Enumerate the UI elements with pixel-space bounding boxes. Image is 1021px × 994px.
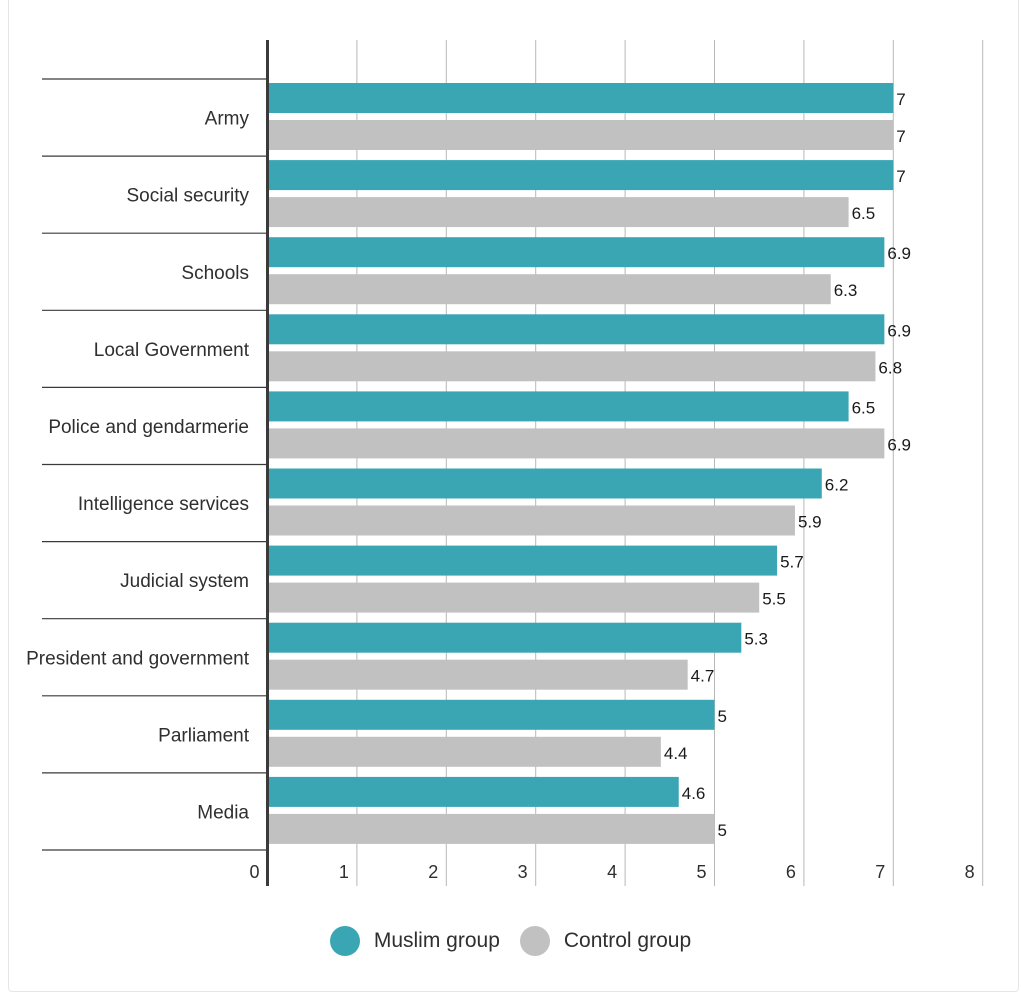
category-label-schools: Schools bbox=[181, 263, 249, 284]
category-label-parliament: Parliament bbox=[158, 725, 250, 746]
value-label-control-group-media: 5 bbox=[718, 821, 727, 840]
bar-control-group-local-government bbox=[267, 351, 876, 382]
bar-muslim-group-president-and-government bbox=[267, 622, 742, 653]
category-label-army: Army bbox=[205, 109, 250, 130]
bar-muslim-group-local-government bbox=[267, 314, 885, 345]
x-tick-label-6: 6 bbox=[786, 862, 796, 882]
value-label-control-group-army: 7 bbox=[896, 127, 905, 146]
value-label-muslim-group-president-and-government: 5.3 bbox=[744, 630, 768, 649]
legend-label-control-group: Control group bbox=[563, 929, 692, 952]
legend-label-muslim-group: Muslim group bbox=[373, 929, 500, 952]
bar-control-group-media bbox=[267, 813, 715, 844]
value-label-muslim-group-intelligence-services: 6.2 bbox=[825, 476, 849, 495]
bar-muslim-group-army bbox=[267, 83, 894, 113]
bar-muslim-group-social-security bbox=[267, 160, 894, 191]
x-tick-label-8: 8 bbox=[965, 862, 975, 882]
legend-swatch-control-group bbox=[519, 926, 550, 956]
bar-muslim-group-media bbox=[267, 776, 679, 807]
category-label-judicial-system: Judicial system bbox=[120, 571, 249, 592]
bar-control-group-judicial-system bbox=[267, 582, 760, 613]
value-label-control-group-police-and-gendarmerie: 6.9 bbox=[887, 435, 911, 454]
bar-muslim-group-intelligence-services bbox=[267, 468, 822, 499]
value-label-control-group-parliament: 4.4 bbox=[664, 744, 688, 763]
category-label-media: Media bbox=[197, 802, 249, 823]
bar-muslim-group-judicial-system bbox=[267, 545, 778, 576]
x-tick-label-1: 1 bbox=[339, 862, 349, 882]
x-tick-label-3: 3 bbox=[518, 862, 528, 882]
x-tick-label-2: 2 bbox=[428, 862, 438, 882]
x-tick-label-4: 4 bbox=[607, 862, 617, 882]
legend-item-muslim-group[interactable]: Muslim group bbox=[329, 926, 500, 956]
legend-swatch-muslim-group bbox=[329, 926, 360, 956]
value-label-control-group-local-government: 6.8 bbox=[878, 358, 902, 377]
x-tick-label-7: 7 bbox=[875, 862, 885, 882]
value-label-muslim-group-army: 7 bbox=[896, 90, 905, 109]
chart-frame bbox=[8, 0, 1019, 992]
bar-muslim-group-parliament bbox=[267, 699, 715, 730]
value-label-control-group-schools: 6.3 bbox=[834, 281, 858, 300]
value-label-muslim-group-schools: 6.9 bbox=[887, 244, 911, 263]
x-tick-label-0: 0 bbox=[249, 862, 259, 882]
bar-muslim-group-police-and-gendarmerie bbox=[267, 391, 849, 422]
bar-control-group-army bbox=[267, 120, 894, 150]
bar-control-group-social-security bbox=[267, 197, 849, 228]
x-tick-label-5: 5 bbox=[696, 862, 706, 882]
category-label-president-and-government: President and government bbox=[26, 648, 250, 669]
value-label-control-group-intelligence-services: 5.9 bbox=[798, 513, 822, 532]
category-label-police-and-gendarmerie: Police and gendarmerie bbox=[48, 417, 249, 438]
legend-item-control-group[interactable]: Control group bbox=[519, 926, 692, 956]
value-label-control-group-president-and-government: 4.7 bbox=[691, 667, 715, 686]
category-label-local-government: Local Government bbox=[94, 340, 250, 361]
category-label-intelligence-services: Intelligence services bbox=[78, 494, 249, 515]
value-label-control-group-social-security: 6.5 bbox=[852, 204, 876, 223]
bar-control-group-schools bbox=[267, 274, 831, 305]
bar-control-group-president-and-government bbox=[267, 659, 688, 690]
bar-control-group-parliament bbox=[267, 736, 661, 767]
category-label-social-security: Social security bbox=[127, 186, 250, 207]
value-label-muslim-group-parliament: 5 bbox=[718, 707, 727, 726]
bar-muslim-group-schools bbox=[267, 237, 885, 268]
value-label-muslim-group-media: 4.6 bbox=[682, 784, 706, 803]
value-label-muslim-group-social-security: 7 bbox=[896, 167, 905, 186]
legend: Muslim group Control group bbox=[0, 926, 1021, 956]
value-label-control-group-judicial-system: 5.5 bbox=[762, 590, 786, 609]
value-label-muslim-group-police-and-gendarmerie: 6.5 bbox=[852, 398, 876, 417]
bar-chart: 7 7 6.9 6.9 6.5 6.2 5.7 5.3 5 4.6 7 6.5 6.3 6.8 6.9 5.9… bbox=[26, 40, 984, 886]
value-label-muslim-group-local-government: 6.9 bbox=[887, 321, 911, 340]
bar-control-group-police-and-gendarmerie bbox=[267, 428, 885, 459]
bar-control-group-intelligence-services bbox=[267, 505, 795, 536]
value-label-muslim-group-judicial-system: 5.7 bbox=[780, 553, 804, 572]
